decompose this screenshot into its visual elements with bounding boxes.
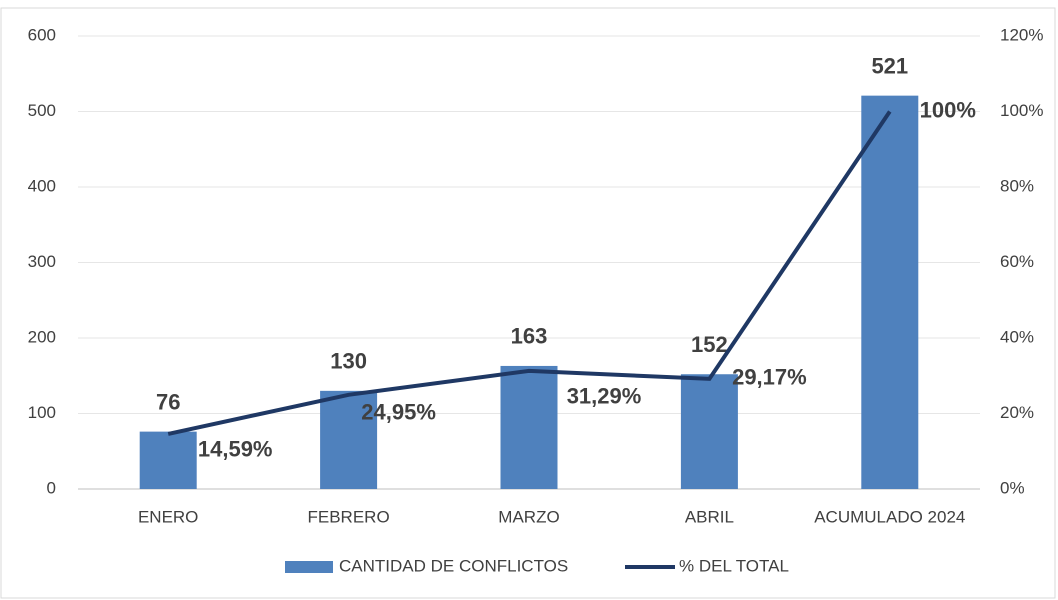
- y2-tick-label: 80%: [1000, 176, 1034, 195]
- bar: [139, 431, 197, 489]
- data-label: 152: [691, 332, 728, 357]
- data-label: 100%: [920, 97, 976, 122]
- bar: [320, 390, 378, 489]
- x-tick-label: ACUMULADO 2024: [814, 507, 965, 526]
- x-tick-label: FEBRERO: [308, 507, 390, 526]
- line: [167, 110, 892, 436]
- data-label: 24,95%: [361, 400, 436, 425]
- x-tick-label: ENERO: [138, 507, 198, 526]
- y-tick-label: 500: [28, 101, 56, 120]
- data-label: 163: [511, 324, 548, 349]
- y2-tick-label: 20%: [1000, 403, 1034, 422]
- y2-tick-label: 100%: [1000, 101, 1043, 120]
- y2-tick-label: 60%: [1000, 252, 1034, 271]
- data-label: 130: [330, 349, 367, 374]
- y2-tick-label: 120%: [1000, 25, 1043, 44]
- data-label: 521: [871, 53, 908, 78]
- data-label: 14,59%: [198, 437, 273, 462]
- y-tick-label: 400: [28, 176, 56, 195]
- y-tick-label: 300: [28, 252, 56, 271]
- y-tick-label: 0: [47, 478, 56, 497]
- legend-swatch: [285, 561, 333, 573]
- bar: [500, 365, 558, 489]
- y2-tick-label: 40%: [1000, 327, 1034, 346]
- y-tick-label: 600: [28, 25, 56, 44]
- x-tick-label: MARZO: [498, 507, 559, 526]
- y-tick-label: 100: [28, 403, 56, 422]
- data-label: 31,29%: [567, 384, 642, 409]
- data-label: 29,17%: [732, 365, 807, 390]
- x-tick-label: ABRIL: [685, 507, 734, 526]
- data-label: 76: [156, 389, 180, 414]
- y-tick-label: 200: [28, 327, 56, 346]
- y2-tick-label: 0%: [1000, 478, 1025, 497]
- bar: [861, 95, 919, 490]
- bar: [680, 374, 738, 489]
- legend-label: CANTIDAD DE CONFLICTOS: [339, 556, 568, 575]
- legend-label: % DEL TOTAL: [679, 556, 789, 575]
